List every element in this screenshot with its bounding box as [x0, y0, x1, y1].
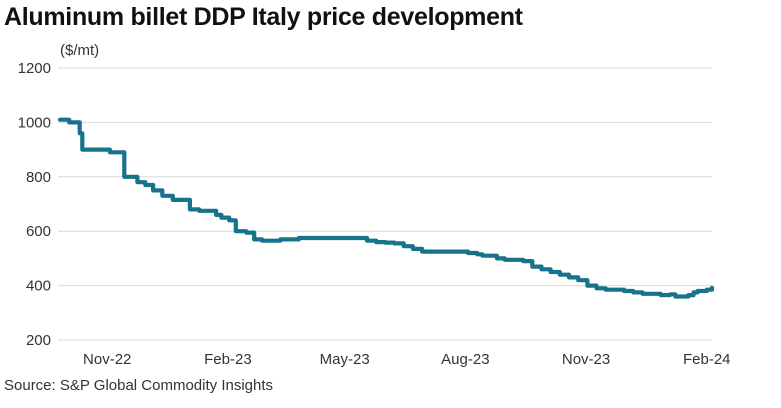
y-axis-unit-label: ($/mt) — [60, 42, 100, 59]
x-tick-label: Aug-23 — [441, 351, 489, 368]
x-tick-label: Nov-22 — [83, 351, 131, 368]
source-note: Source: S&P Global Commodity Insights — [4, 377, 274, 394]
x-tick-label: Nov-23 — [562, 351, 610, 368]
price-series-line — [57, 117, 715, 299]
y-axis-ticks: 200 400 600 800 1000 1200 — [18, 60, 51, 349]
y-tick-label: 1000 — [18, 114, 51, 131]
series-layer — [57, 117, 715, 299]
y-tick-label: 200 — [26, 332, 51, 349]
y-tick-label: 600 — [26, 223, 51, 240]
y-tick-label: 800 — [26, 169, 51, 186]
x-tick-label: Feb-24 — [683, 351, 731, 368]
x-tick-label: Feb-23 — [204, 351, 252, 368]
x-axis-ticks: Nov-22 Feb-23 May-23 Aug-23 Nov-23 Feb-24 — [83, 351, 730, 368]
x-tick-label: May-23 — [320, 351, 370, 368]
gridlines — [58, 67, 712, 341]
chart-title: Aluminum billet DDP Italy price developm… — [4, 3, 523, 31]
y-tick-label: 1200 — [18, 60, 51, 77]
y-tick-label: 400 — [26, 278, 51, 295]
